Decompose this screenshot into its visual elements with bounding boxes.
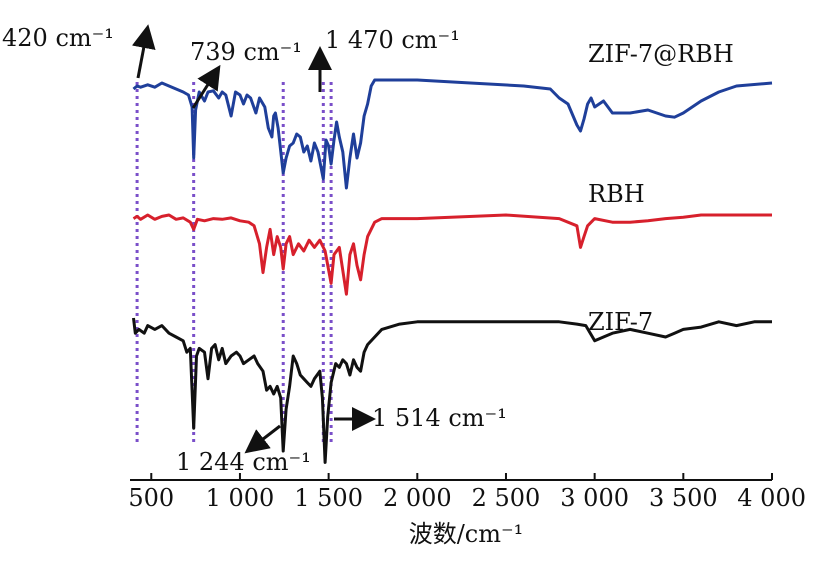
x-tick-label-2000: 2 000 [383,484,452,512]
series-label-zif7: ZIF-7 [588,308,653,336]
annotation-1514: 1 514 cm⁻¹ [372,404,507,432]
x-tick-label-1500: 1 500 [294,484,363,512]
series-line-zif7 [132,317,772,464]
series-group [132,78,773,464]
annotation-1470: 1 470 cm⁻¹ [325,26,460,54]
annotation-1244: 1 244 cm⁻¹ [176,448,311,476]
annotation-739-arrow [191,64,221,109]
x-ticks-group: 500 1 000 1 500 2 000 2 500 3 000 3 500 4 000 [128,473,806,512]
annotation-739: 739 cm⁻¹ [190,38,302,66]
x-tick-label-2500: 2 500 [472,484,541,512]
x-tick-label-4000: 4 000 [737,484,806,512]
annotation-420-arrow [131,24,156,79]
series-line-zif7rbh [132,78,773,190]
x-tick-label-3500: 3 500 [649,484,718,512]
series-line-rbh [132,213,772,296]
x-tick-label-1000: 1 000 [206,484,275,512]
annotation-1244-arrow [244,424,281,454]
x-tick-label-3000: 3 000 [560,484,629,512]
x-axis-title: 波数/cm⁻¹ [409,520,524,548]
annotation-420: 420 cm⁻¹ [2,24,114,52]
series-label-rbh: RBH [588,180,645,208]
x-tick-label-500: 500 [128,484,174,512]
marker-lines-group [135,82,333,442]
series-label-zif7rbh: ZIF-7@RBH [588,40,734,68]
